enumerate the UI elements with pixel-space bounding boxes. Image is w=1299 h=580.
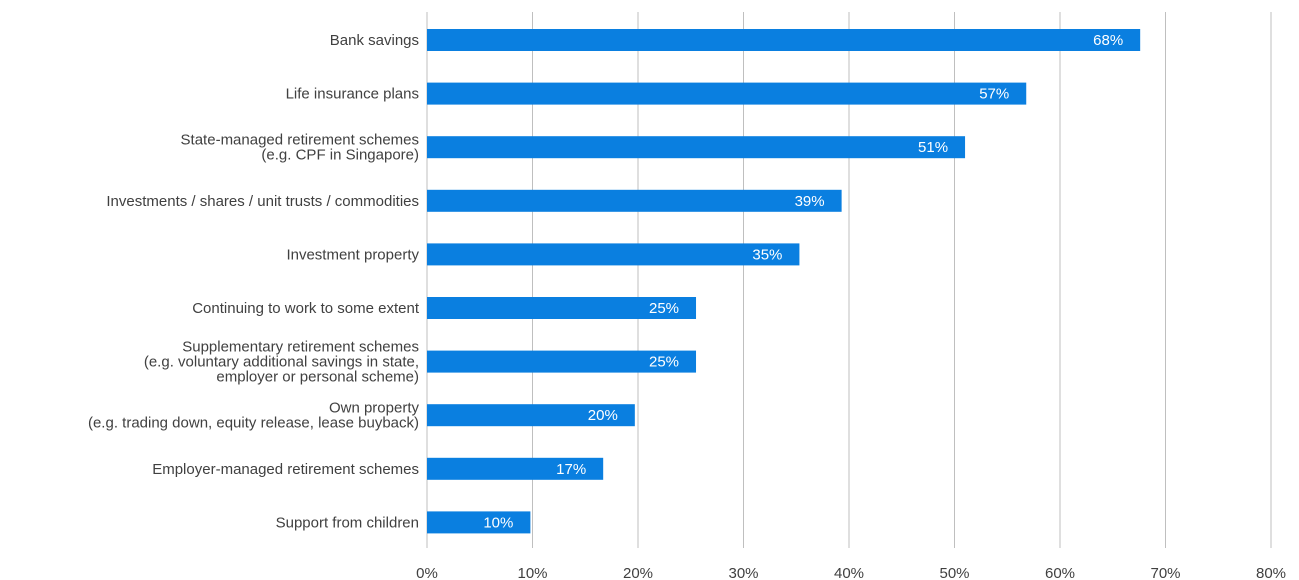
bar	[427, 29, 1141, 51]
bar	[427, 350, 697, 373]
bar	[427, 82, 1027, 105]
bar	[427, 243, 800, 266]
bar-value-label: 68%	[1093, 32, 1123, 49]
category-label: Life insurance plans	[286, 86, 419, 103]
bar	[427, 136, 966, 159]
bar-value-label: 17%	[556, 461, 586, 478]
bar	[427, 189, 842, 212]
category-label: Support from children	[276, 514, 419, 531]
bar	[427, 457, 604, 480]
bar	[427, 404, 635, 427]
bar-value-label: 51%	[918, 139, 948, 156]
x-tick-label: 10%	[517, 565, 547, 580]
bar-value-label: 57%	[979, 86, 1009, 103]
bar-value-label: 10%	[483, 514, 513, 531]
category-label: State-managed retirement schemes (e.g. CP…	[181, 132, 419, 164]
bar-value-label: 25%	[649, 354, 679, 371]
category-label: Investment property	[286, 246, 419, 263]
category-label: Bank savings	[330, 32, 419, 49]
x-tick-label: 0%	[416, 565, 438, 580]
x-tick-label: 70%	[1150, 565, 1180, 580]
x-axis-ticks: 0% 10% 20% 30% 40% 50% 60% 70% 80%	[416, 565, 1286, 580]
category-label: Supplementary retirement schemes (e.g. vo…	[144, 339, 419, 386]
bar	[427, 297, 697, 319]
bars: 68% 57% 51% 39% 35% 25% 25% 20% 17% 10%	[427, 29, 1141, 534]
category-label: Employer-managed retirement schemes	[152, 461, 419, 478]
bar-value-label: 35%	[752, 246, 782, 263]
category-labels: Bank savings Life insurance plans State-ma…	[88, 32, 420, 531]
bar-value-label: 39%	[795, 193, 825, 210]
x-tick-label: 80%	[1256, 565, 1286, 580]
x-tick-label: 20%	[623, 565, 653, 580]
x-tick-label: 30%	[728, 565, 758, 580]
x-tick-label: 40%	[834, 565, 864, 580]
x-tick-label: 60%	[1045, 565, 1075, 580]
category-label: Investments / shares / unit trusts / com…	[106, 193, 419, 210]
category-label: Continuing to work to some extent	[192, 300, 420, 317]
bar	[427, 511, 531, 534]
category-label: Own property (e.g. trading down, equity r…	[88, 400, 420, 432]
bar-value-label: 20%	[588, 407, 618, 424]
bar-value-label: 25%	[649, 300, 679, 317]
x-tick-label: 50%	[939, 565, 969, 580]
